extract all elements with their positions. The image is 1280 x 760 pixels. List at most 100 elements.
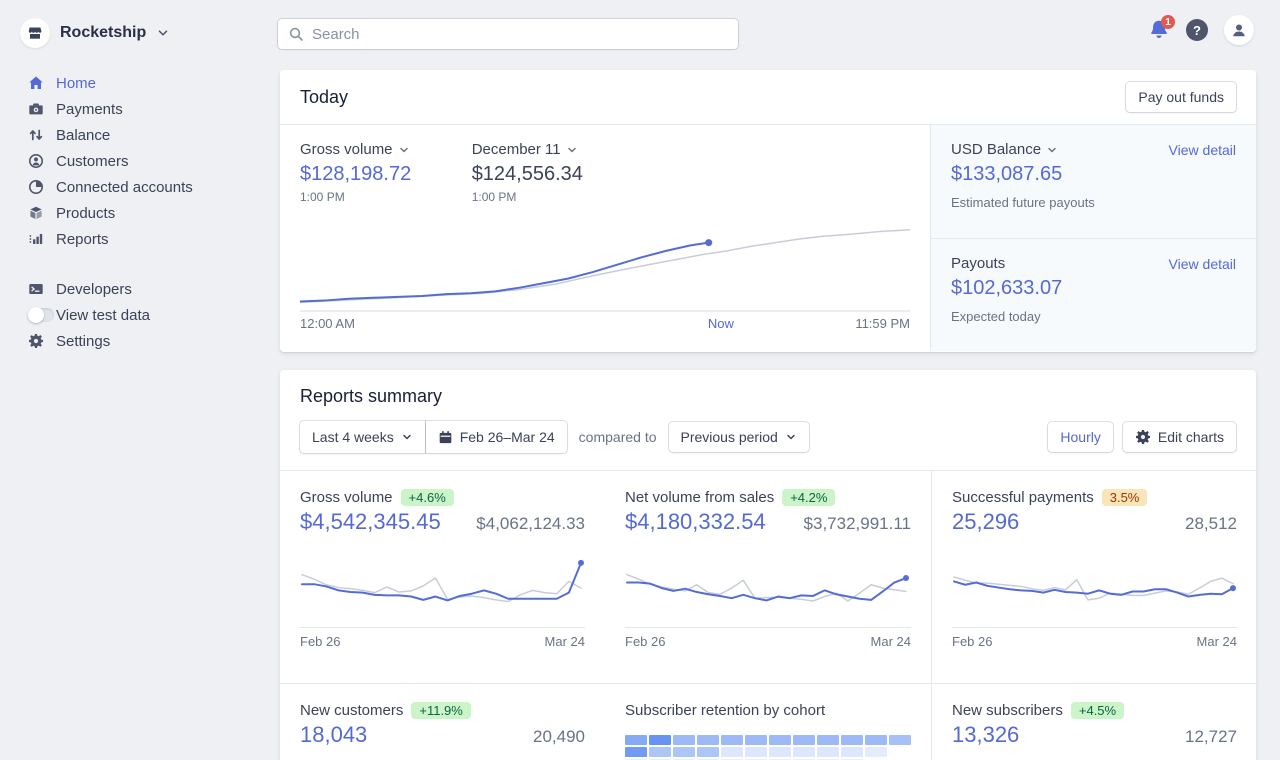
axis-label-start: Feb 26: [952, 634, 993, 649]
metric-tile-subscriber-retention-by-cohort[interactable]: Subscriber retention by cohort: [605, 683, 932, 760]
sparkline-chart: [301, 559, 584, 603]
tile-axis: Feb 26 Mar 24: [952, 627, 1237, 649]
heatmap-cell: [793, 735, 815, 745]
chevron-down-icon: [398, 144, 410, 156]
notification-badge: 1: [1161, 15, 1175, 29]
usd-balance-view-detail-link[interactable]: View detail: [1168, 141, 1236, 158]
sidebar: Rocketship Home Payments Balance Customers C…: [0, 0, 280, 760]
tile-axis: Feb 26 Mar 24: [625, 627, 911, 649]
tile-label: Successful payments: [952, 489, 1094, 506]
reports-summary-card: Reports summary Last 4 weeks Feb 26–Mar …: [280, 370, 1258, 760]
metric-tiles-grid: Gross volume +4.6% $4,542,345.45 $4,062,124…: [280, 471, 1258, 760]
pay-out-funds-button[interactable]: Pay out funds: [1126, 82, 1236, 112]
usd-balance-dropdown[interactable]: USD Balance: [951, 141, 1058, 158]
payouts-value: $102,633.07: [951, 277, 1063, 299]
metric-tile-new-subscribers[interactable]: New subscribers +4.5% 13,326 12,727: [932, 683, 1258, 760]
gross-volume-dropdown[interactable]: Gross volume: [300, 141, 411, 158]
payouts-caption: Expected today: [951, 309, 1041, 324]
today-header: Today Pay out funds: [280, 70, 1256, 125]
heatmap-cell: [889, 735, 911, 745]
heatmap-cell: [625, 747, 647, 757]
metric-value-comparison: 28,512: [1185, 514, 1237, 533]
comparison-dropdown[interactable]: Previous period: [668, 422, 809, 452]
avatar[interactable]: [1224, 15, 1254, 45]
comparison-date-time: 1:00 PM: [471, 190, 517, 204]
heatmap-cell: [697, 735, 719, 745]
metric-value-primary: $4,180,332.54: [625, 509, 766, 534]
chevron-down-icon: [156, 26, 170, 40]
sidebar-item-products[interactable]: Products: [0, 200, 280, 226]
tile-axis: Feb 26 Mar 24: [300, 627, 585, 649]
help-button[interactable]: ?: [1186, 19, 1208, 41]
cohort-heatmap: [625, 735, 911, 760]
test-data-toggle[interactable]: [28, 307, 56, 323]
sidebar-item-customers[interactable]: Customers: [0, 148, 280, 174]
search-box[interactable]: [278, 19, 738, 49]
compared-to-label: compared to: [578, 429, 657, 445]
gross-volume-time: 1:00 PM: [300, 190, 345, 204]
sidebar-item-label: Settings: [56, 332, 111, 350]
divider: [280, 470, 1256, 471]
usd-balance-value: $133,087.65: [951, 163, 1063, 185]
sidebar-item-payments[interactable]: Payments: [0, 96, 280, 122]
search-input[interactable]: [312, 25, 728, 43]
heatmap-cell: [721, 735, 743, 745]
change-badge: +4.2%: [782, 489, 836, 506]
notifications-button[interactable]: 1: [1148, 15, 1175, 41]
sidebar-item-label: Payments: [56, 100, 123, 118]
metric-tile-new-customers[interactable]: New customers +11.9% 18,043 20,490: [280, 683, 605, 760]
sidebar-item-developers[interactable]: Developers: [0, 276, 280, 302]
usd-balance-panel: USD Balance View detail $133,087.65 Esti…: [931, 125, 1256, 238]
heatmap-cell: [649, 747, 671, 757]
tile-label: Subscriber retention by cohort: [625, 702, 826, 719]
payouts-panel: Payouts View detail $102,633.07 Expected…: [931, 238, 1256, 351]
customers-icon: [28, 153, 56, 169]
reports-summary-title: Reports summary: [300, 386, 443, 406]
heatmap-cell: [673, 735, 695, 745]
settings-icon: [28, 333, 56, 349]
sidebar-item-label: Customers: [56, 152, 129, 170]
chevron-down-icon: [1046, 144, 1058, 156]
sidebar-item-view-test-data[interactable]: View test data: [0, 302, 280, 328]
date-range-button[interactable]: Feb 26–Mar 24: [425, 421, 567, 453]
metric-tile-successful-payments[interactable]: Successful payments 3.5% 25,296 28,512 Feb 2…: [932, 471, 1258, 683]
payouts-label: Payouts: [951, 255, 1006, 272]
sparkline-chart: [626, 573, 909, 602]
chevron-down-icon: [785, 431, 797, 443]
topbar: 1 ?: [278, 0, 1280, 60]
axis-label-end: Mar 24: [544, 634, 585, 649]
account-switcher[interactable]: Rocketship: [0, 0, 280, 48]
heatmap-cell: [721, 747, 743, 757]
today-body: Gross volume $128,198.72 1:00 PM Decembe…: [280, 125, 1256, 351]
heatmap-cell: [769, 747, 791, 757]
heatmap-cell: [793, 747, 815, 757]
sidebar-item-label: Home: [56, 74, 97, 92]
change-badge: +4.6%: [400, 489, 454, 506]
hourly-button[interactable]: Hourly: [1048, 422, 1113, 452]
heatmap-cell: [649, 735, 671, 745]
sidebar-item-settings[interactable]: Settings: [0, 328, 280, 354]
person-icon: [1230, 21, 1248, 39]
comparison-date-dropdown[interactable]: December 11: [472, 141, 583, 158]
chevron-down-icon: [566, 144, 578, 156]
heatmap-cell: [865, 735, 887, 745]
sidebar-item-home[interactable]: Home: [0, 70, 280, 96]
products-icon: [28, 205, 56, 221]
edit-charts-button[interactable]: Edit charts: [1122, 422, 1236, 452]
payments-icon: [28, 101, 56, 117]
payouts-view-detail-link[interactable]: View detail: [1168, 255, 1236, 272]
sidebar-item-connected-accounts[interactable]: Connected accounts: [0, 174, 280, 200]
heatmap-cell: [769, 735, 791, 745]
metric-tile-net-volume-from-sales[interactable]: Net volume from sales +4.2% $4,180,332.54 $…: [605, 471, 932, 683]
sidebar-item-reports[interactable]: Reports: [0, 226, 280, 252]
metric-tile-gross-volume[interactable]: Gross volume +4.6% $4,542,345.45 $4,062,124…: [280, 471, 605, 683]
sidebar-item-balance[interactable]: Balance: [0, 122, 280, 148]
heatmap-cell: [817, 747, 839, 757]
brand-name: Rocketship: [60, 24, 147, 41]
connected-accounts-icon: [28, 179, 56, 195]
range-dropdown[interactable]: Last 4 weeks: [300, 421, 425, 453]
comparison-date-value: $124,556.34: [471, 163, 583, 185]
heatmap-cell: [841, 747, 863, 757]
gross-volume-metric: Gross volume $128,198.72 1:00 PM: [300, 141, 411, 204]
change-badge: +11.9%: [411, 702, 471, 719]
